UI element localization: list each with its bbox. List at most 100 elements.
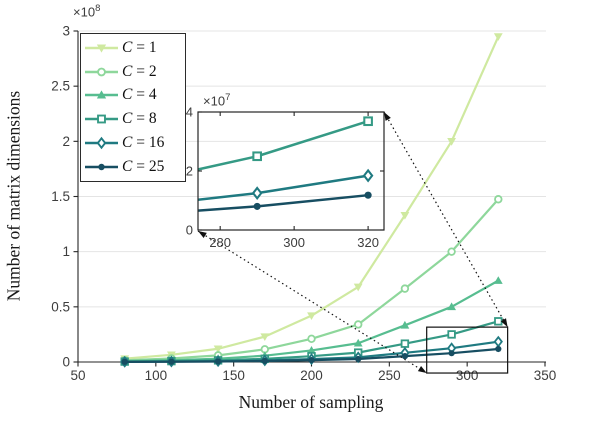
marker-circle-open	[494, 195, 503, 204]
legend-item: C = 4	[83, 84, 185, 108]
marker-circle-open	[97, 67, 106, 77]
marker-triangle-up	[400, 320, 410, 329]
marker-diamond	[96, 136, 107, 150]
y-tick-label: 0.5	[51, 299, 70, 314]
marker-diamond	[142, 200, 150, 210]
marker-diamond	[493, 335, 503, 348]
inset-exponent: ×107	[203, 92, 230, 108]
marker-triangle-down	[447, 138, 456, 146]
y-axis-label: Number of matrix dimensions	[3, 90, 24, 302]
marker-circle-open	[354, 320, 363, 329]
legend-label: C = 8	[122, 110, 157, 128]
marker-dot	[98, 163, 105, 171]
marker-square	[363, 116, 373, 127]
marker-triangle-down	[307, 312, 316, 321]
inset-series-group	[31, 116, 374, 225]
marker-dot	[495, 345, 502, 353]
marker-diamond	[31, 212, 39, 222]
marker-triangle-down	[353, 283, 363, 292]
inset-y-tick-label: 2	[186, 164, 193, 179]
marker-diamond	[362, 168, 374, 183]
x-tick-label: 350	[534, 368, 557, 383]
inset-x-tick-label: 320	[357, 235, 379, 250]
y-tick-label: 2.5	[51, 79, 70, 94]
x-tick-label: 200	[300, 368, 323, 383]
legend-label: C = 16	[122, 134, 165, 152]
legend-swatch	[85, 136, 118, 150]
x-tick-label: 100	[145, 368, 168, 383]
marker-square	[32, 201, 40, 209]
legend-item: C = 2	[83, 60, 185, 84]
marker-dot	[253, 202, 261, 210]
inset-y-tick-label: 4	[186, 105, 193, 120]
y-tick-label: 1	[62, 244, 70, 259]
marker-square	[400, 339, 410, 348]
legend-label: C = 4	[122, 86, 157, 104]
marker-triangle-up	[307, 346, 316, 354]
marker-triangle-down	[213, 345, 223, 354]
marker-square	[97, 114, 106, 124]
legend-swatch	[85, 114, 118, 124]
marker-dot	[448, 350, 455, 357]
inset-series-line	[198, 174, 369, 201]
zoom-box	[426, 326, 509, 374]
marker-dot	[215, 358, 222, 365]
marker-dot	[261, 357, 268, 365]
inset-x-tick-label: 280	[209, 235, 231, 250]
marker-square	[447, 330, 456, 339]
marker-dot	[364, 191, 372, 199]
marker-triangle-up	[96, 90, 107, 99]
connector-arrowhead	[500, 318, 508, 328]
connector-arrowhead	[384, 112, 391, 121]
marker-triangle-down	[493, 33, 503, 41]
x-axis-label: Number of sampling	[238, 392, 384, 412]
x-tick-label: 150	[222, 368, 245, 383]
marker-dot	[143, 211, 150, 218]
inset-exponent-base: ×10	[203, 93, 226, 109]
y-axis-exponent: ×108	[73, 3, 100, 19]
legend-label: C = 1	[122, 38, 157, 56]
y-tick-label: 3	[62, 24, 70, 39]
marker-dot	[355, 355, 362, 363]
marker-dot	[168, 358, 175, 365]
marker-circle-open	[307, 334, 316, 344]
marker-circle-open	[447, 247, 456, 256]
legend-label: C = 2	[122, 62, 157, 80]
inset-x-tick-label: 300	[283, 235, 305, 250]
legend-label: C = 25	[122, 157, 165, 175]
marker-circle-open	[400, 284, 410, 293]
inset-series-line	[198, 120, 369, 171]
inset-series-line	[198, 193, 369, 212]
marker-triangle-up	[447, 302, 456, 311]
y-tick-label: 1.5	[51, 189, 70, 204]
marker-dot	[401, 353, 408, 360]
x-tick-label: 250	[378, 368, 401, 383]
marker-triangle-up	[493, 276, 503, 284]
inset-frame	[197, 111, 385, 231]
y-tick-label: 2	[62, 134, 70, 149]
marker-triangle-down	[96, 44, 107, 53]
connector-arrowhead	[198, 231, 207, 239]
y-exponent-base: ×10	[73, 4, 96, 20]
marker-triangle-down	[400, 211, 410, 220]
marker-dot	[32, 218, 39, 225]
x-tick-label: 50	[70, 368, 85, 383]
y-tick-label: 0	[62, 355, 70, 370]
legend-item: C = 16	[83, 131, 185, 155]
connector-arrowhead	[417, 366, 427, 374]
inset-exponent-sup: 7	[225, 92, 231, 103]
inset-y-tick-label: 0	[186, 223, 193, 238]
marker-square	[494, 317, 503, 326]
legend: C = 1 C = 2 C = 4 C = 8 C = 16 C = 25	[80, 33, 186, 182]
marker-dot	[121, 358, 128, 365]
legend-item: C = 8	[83, 107, 185, 131]
legend-swatch	[85, 163, 118, 171]
marker-triangle-down	[260, 333, 270, 342]
legend-item: C = 1	[83, 36, 185, 60]
marker-dot	[308, 357, 315, 364]
legend-swatch	[85, 67, 118, 77]
legend-swatch	[85, 44, 118, 53]
y-exponent-sup: 8	[95, 3, 101, 14]
